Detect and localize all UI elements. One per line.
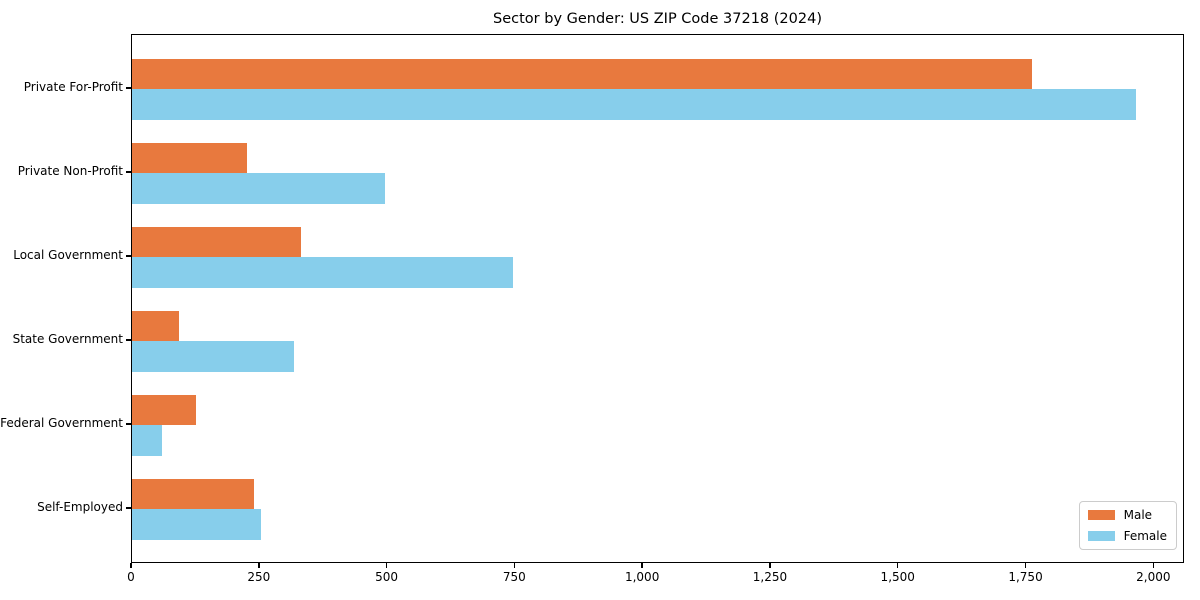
y-axis-tick [126,339,131,341]
bar-female-3 [132,257,514,288]
x-axis-tick [641,563,643,568]
x-axis-label: 1,500 [880,570,915,584]
bar-female-5 [132,425,163,456]
y-axis-label: Private Non-Profit [17,164,123,178]
legend-label-male: Male [1123,508,1153,522]
x-axis-label: 250 [247,570,271,584]
bar-female-4 [132,341,295,372]
x-axis-tick [896,563,899,568]
x-axis-label: 1,000 [624,570,660,584]
chart-title: Sector by Gender: US ZIP Code 37218 (202… [493,11,822,27]
bar-male-6 [132,478,255,509]
bar-male-4 [132,310,180,341]
bar-male-3 [132,226,301,257]
y-axis-label: Federal Government [0,416,123,430]
plot-area: Male Female [131,34,1184,563]
bar-male-2 [132,142,247,173]
bar-male-5 [132,394,197,425]
x-axis-tick [769,563,771,568]
x-axis-label: 1,250 [752,570,788,584]
y-axis-label: Local Government [13,248,123,262]
legend-swatch-male [1087,510,1115,520]
y-axis-tick [126,423,131,425]
x-axis-label: 2,000 [1136,570,1171,584]
legend: Male Female [1078,501,1177,550]
legend-swatch-female [1087,531,1115,541]
x-axis-tick [1024,563,1027,568]
x-axis-label: 750 [502,570,526,584]
bar-female-2 [132,173,386,204]
x-axis-tick [513,563,516,568]
y-axis-label: Private For-Profit [23,80,123,94]
y-axis-tick [126,507,131,509]
x-axis-tick [1152,563,1155,568]
y-axis-label: Self-Employed [37,500,123,514]
bar-female-1 [132,89,1137,120]
y-axis-tick [126,171,131,173]
x-axis-label: 0 [127,570,135,584]
x-axis-label: 1,750 [1008,570,1043,584]
x-axis-tick [385,563,388,568]
bar-female-6 [132,509,262,540]
x-axis-label: 500 [375,570,399,584]
legend-label-female: Female [1123,529,1167,543]
x-axis-tick [130,563,132,568]
y-axis-label: State Government [12,332,123,346]
y-axis-tick [126,87,131,89]
x-axis-tick [258,563,260,568]
legend-row-female: Female [1087,529,1167,543]
legend-row-male: Male [1087,508,1167,522]
y-axis-tick [126,255,131,257]
bar-male-1 [132,58,1032,89]
